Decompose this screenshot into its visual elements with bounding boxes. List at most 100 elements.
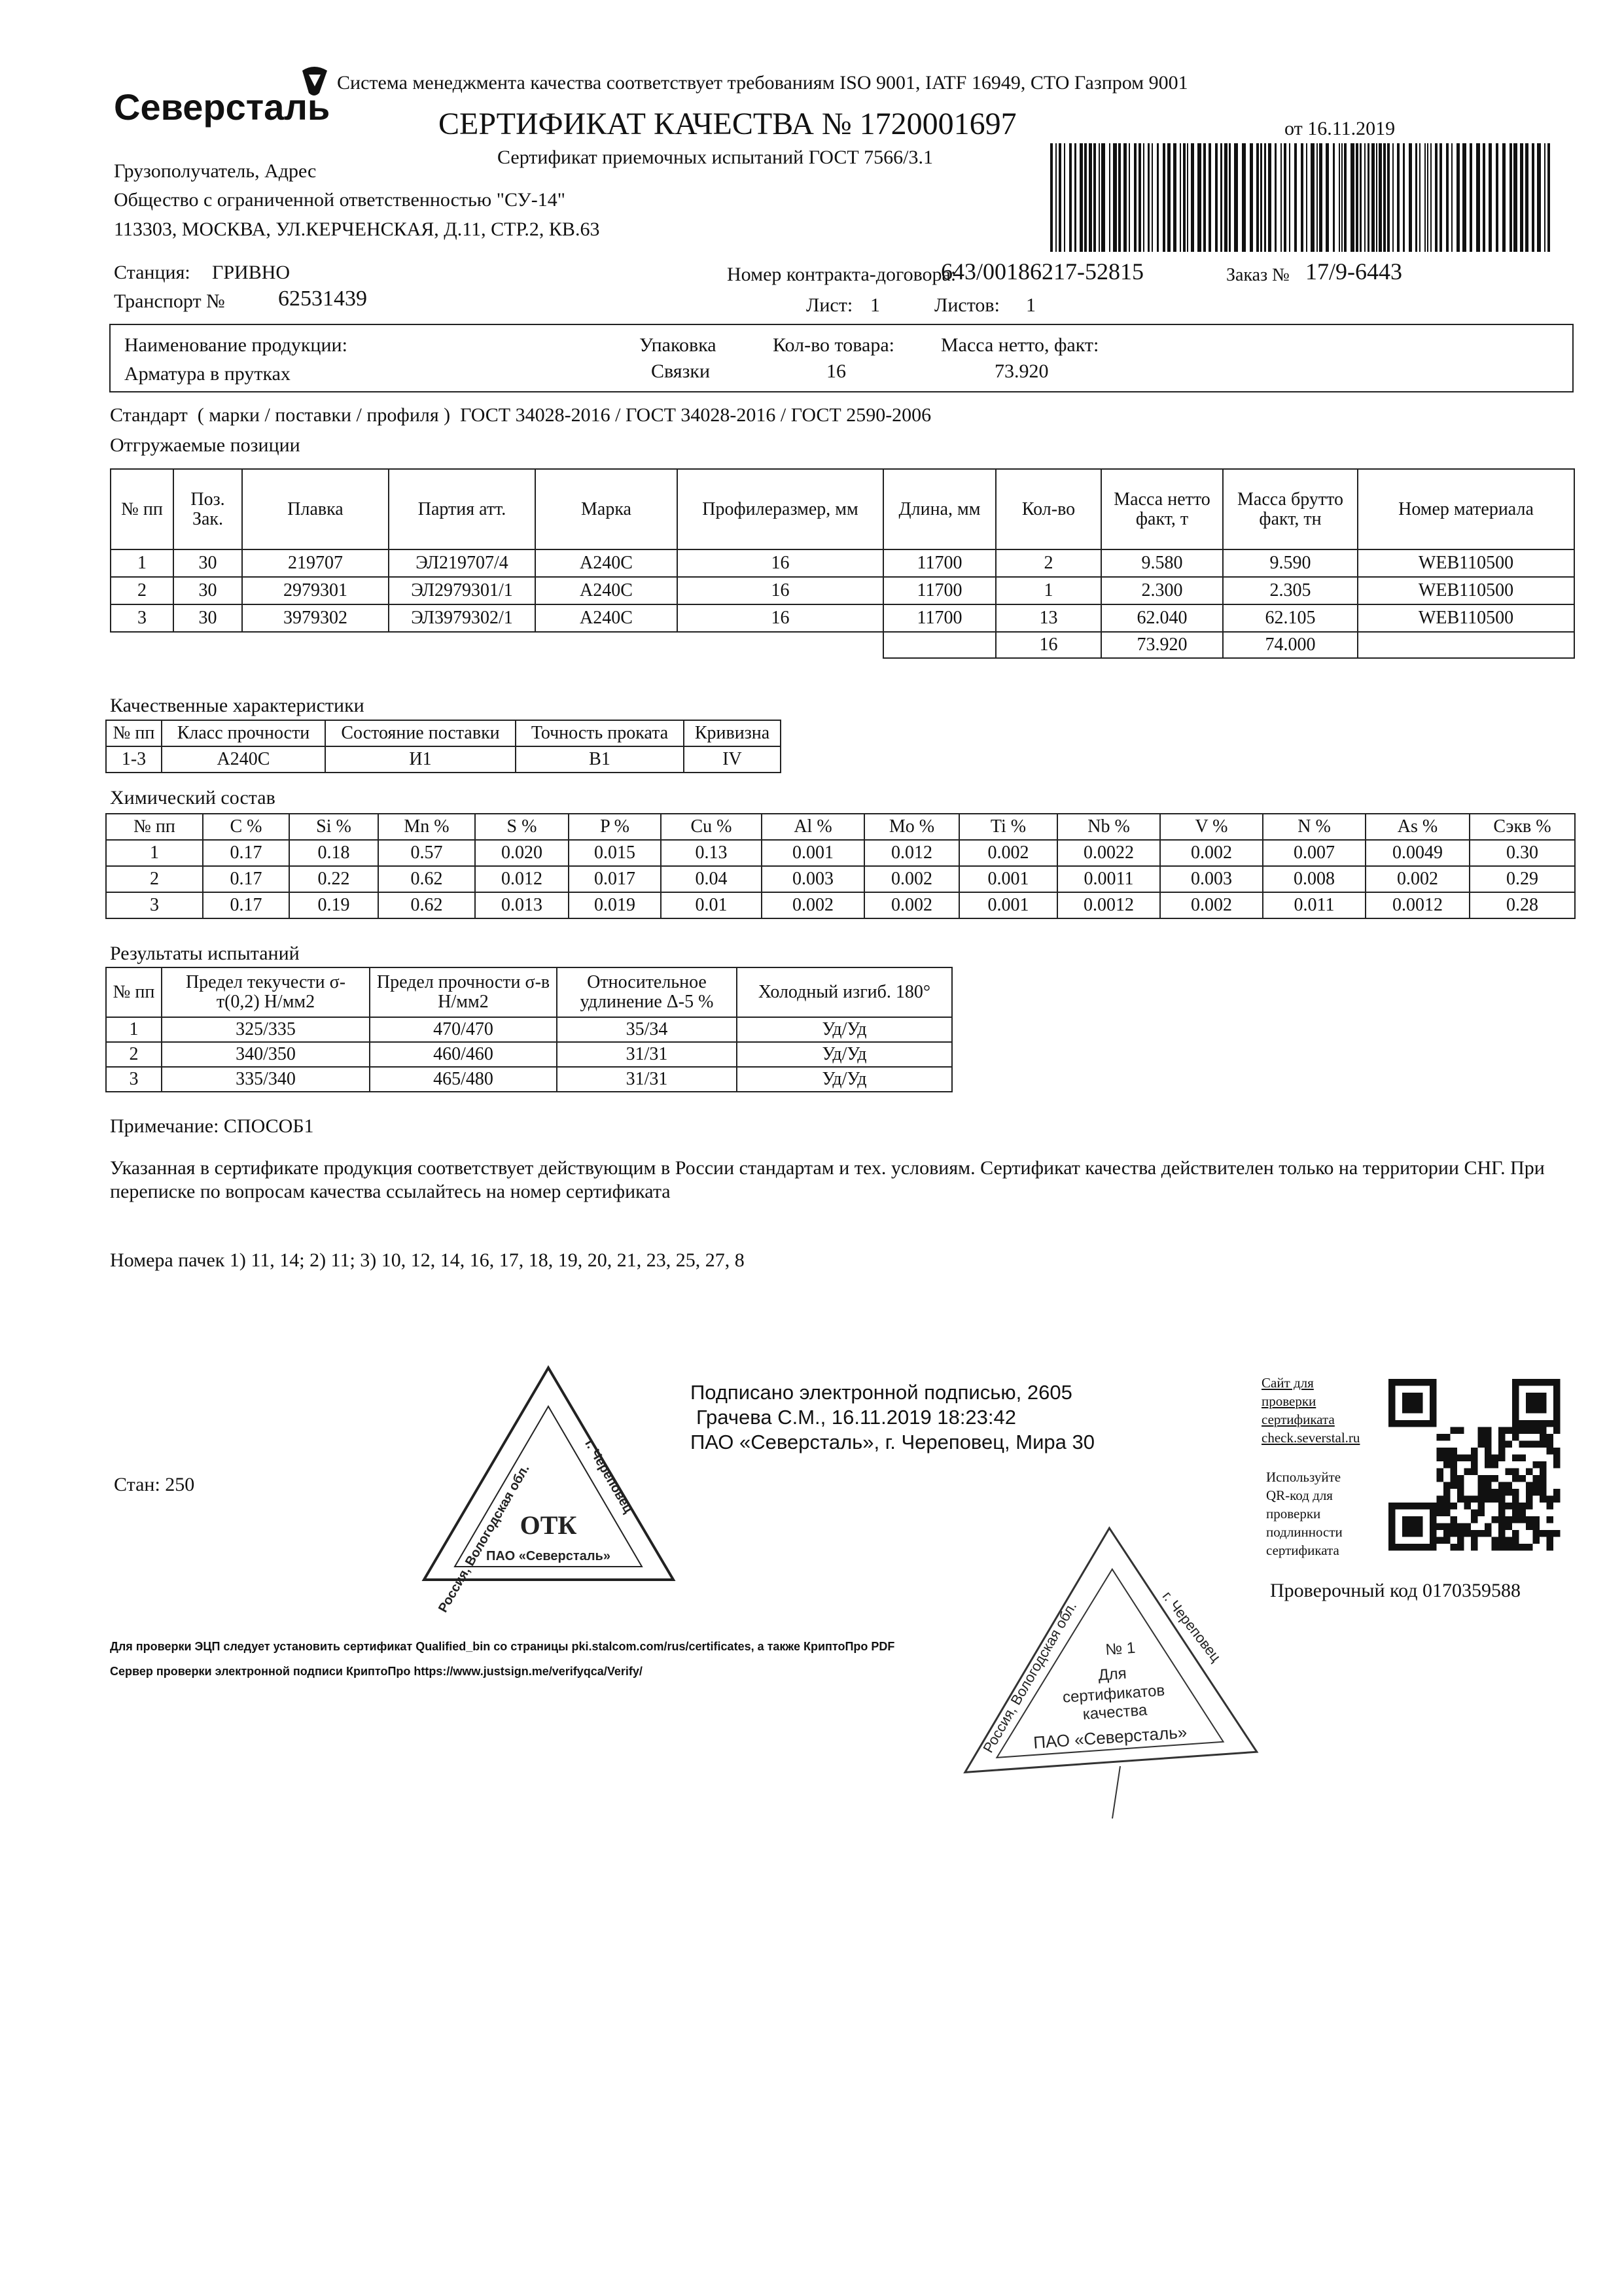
barcode-bar <box>1462 143 1466 252</box>
barcode-bar <box>1341 143 1343 252</box>
qr-module <box>1540 1427 1547 1434</box>
cell: 2.300 <box>1101 576 1224 605</box>
qr-module <box>1532 1523 1540 1530</box>
verification-code: Проверочный код 0170359588 <box>1270 1580 1521 1601</box>
qr-module <box>1498 1523 1506 1530</box>
qr-module <box>1450 1448 1457 1455</box>
header-cell: Предел текучести σ-т(0,2) Н/мм2 <box>161 967 370 1018</box>
logo-icon <box>302 67 327 96</box>
qr-module <box>1457 1523 1464 1530</box>
qr-module <box>1436 1509 1443 1516</box>
header-row: № пп C % Si % Mn % S % P % Cu % Al % Mo % Ti % Nb … <box>105 813 1576 841</box>
cell: 0.28 <box>1469 892 1576 919</box>
cell: 16 <box>677 576 884 605</box>
section-title: Качественные характеристики <box>110 695 364 716</box>
barcode-bar <box>1173 143 1176 252</box>
qr-module <box>1498 1427 1506 1434</box>
header-cell: Si % <box>289 813 379 841</box>
barcode-bar <box>1215 143 1218 252</box>
consignee-address: 113303, МОСКВА, УЛ.КЕРЧЕНСКАЯ, Д.11, СТР… <box>114 218 600 240</box>
barcode-bar <box>1430 143 1432 252</box>
barcode-bar <box>1544 143 1545 252</box>
header-cell: Кривизна <box>683 720 781 747</box>
barcode-bar <box>1435 143 1438 252</box>
qr-module <box>1477 1509 1485 1516</box>
qr-module <box>1485 1427 1492 1434</box>
cell: И1 <box>325 746 516 773</box>
barcode-bar <box>1476 143 1480 252</box>
qr-module <box>1553 1454 1561 1461</box>
barcode-bar <box>1547 143 1550 252</box>
barcode-bar <box>1489 143 1492 252</box>
header-cell: № пп <box>105 813 203 841</box>
qr-module <box>1464 1523 1471 1530</box>
qr-module <box>1464 1495 1471 1503</box>
qr-module <box>1471 1516 1478 1523</box>
note: Примечание: СПОСОБ1 <box>110 1115 314 1137</box>
qr-module <box>1553 1495 1561 1503</box>
qr-text: QR-код для <box>1266 1487 1333 1503</box>
cell: 0.012 <box>474 865 569 893</box>
header-cell: As % <box>1365 813 1470 841</box>
header-cell: Холодный изгиб. 180° <box>736 967 953 1018</box>
cell: 31/31 <box>556 1041 737 1068</box>
barcode-bar <box>1157 143 1159 252</box>
header-cell: Ti % <box>959 813 1058 841</box>
cell: 0.017 <box>568 865 662 893</box>
qr-module <box>1450 1427 1457 1434</box>
qr-module <box>1505 1440 1512 1448</box>
stamp-purpose: Для <box>1097 1665 1127 1684</box>
barcode-bar <box>1059 143 1061 252</box>
cell: 0.13 <box>660 839 762 867</box>
qr-module <box>1526 1427 1533 1434</box>
barcode-bar <box>1123 143 1127 252</box>
barcode-bar <box>1344 143 1347 252</box>
cell: ЭЛ2979301/1 <box>388 576 536 605</box>
sheet: 1 <box>870 294 880 316</box>
cell: 0.0022 <box>1057 839 1161 867</box>
cell: 325/335 <box>161 1017 370 1043</box>
cell: 2979301 <box>241 576 389 605</box>
barcode-bar <box>1064 143 1065 252</box>
barcode-bar <box>1080 143 1083 252</box>
barcode-bar <box>1129 143 1130 252</box>
qr-module <box>1491 1495 1498 1503</box>
qr-module <box>1505 1516 1512 1523</box>
barcode-bar <box>1333 143 1335 252</box>
cell: 340/350 <box>161 1041 370 1068</box>
product-header: Наименование продукции: <box>124 334 347 356</box>
barcode-bar <box>1260 143 1262 252</box>
qr-module <box>1519 1509 1526 1516</box>
qr-module <box>1471 1509 1478 1516</box>
qr-module <box>1526 1523 1533 1530</box>
barcode <box>1050 143 1550 252</box>
qr-module <box>1471 1461 1478 1469</box>
row: 2 30 2979301 ЭЛ2979301/1 А240С 16 11700 1 2.300 2… <box>110 576 1575 605</box>
barcode-bar <box>1306 143 1307 252</box>
barcode-bar <box>1415 143 1417 252</box>
qr-module <box>1477 1489 1485 1496</box>
barcode-bar <box>1451 143 1453 252</box>
qr-module <box>1477 1495 1485 1503</box>
barcode-bar <box>1220 143 1222 252</box>
qr-module <box>1519 1516 1526 1523</box>
qr-module <box>1519 1440 1526 1448</box>
cell: 0.002 <box>1159 892 1263 919</box>
cell: 0.002 <box>1159 839 1263 867</box>
qr-module <box>1450 1523 1457 1530</box>
contract: 643/00186217-52815 <box>941 258 1144 285</box>
qr-text: проверки <box>1266 1506 1321 1522</box>
cell: 0.011 <box>1262 892 1366 919</box>
mill: Стан: 250 <box>114 1474 195 1495</box>
qr-code <box>1388 1379 1561 1551</box>
cell <box>883 631 997 659</box>
barcode-bar <box>1350 143 1354 252</box>
barcode-bar <box>1403 143 1405 252</box>
sheet-label: Лист: <box>806 294 853 316</box>
barcode-bar <box>1311 143 1315 252</box>
qr-module <box>1540 1530 1547 1537</box>
cell: 0.019 <box>568 892 662 919</box>
stamp-company: ПАО «Северсталь» <box>486 1549 610 1563</box>
cell: 0.001 <box>959 892 1058 919</box>
qr-module <box>1443 1523 1451 1530</box>
